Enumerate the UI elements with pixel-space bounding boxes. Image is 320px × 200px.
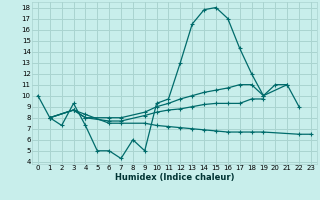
X-axis label: Humidex (Indice chaleur): Humidex (Indice chaleur)	[115, 173, 234, 182]
